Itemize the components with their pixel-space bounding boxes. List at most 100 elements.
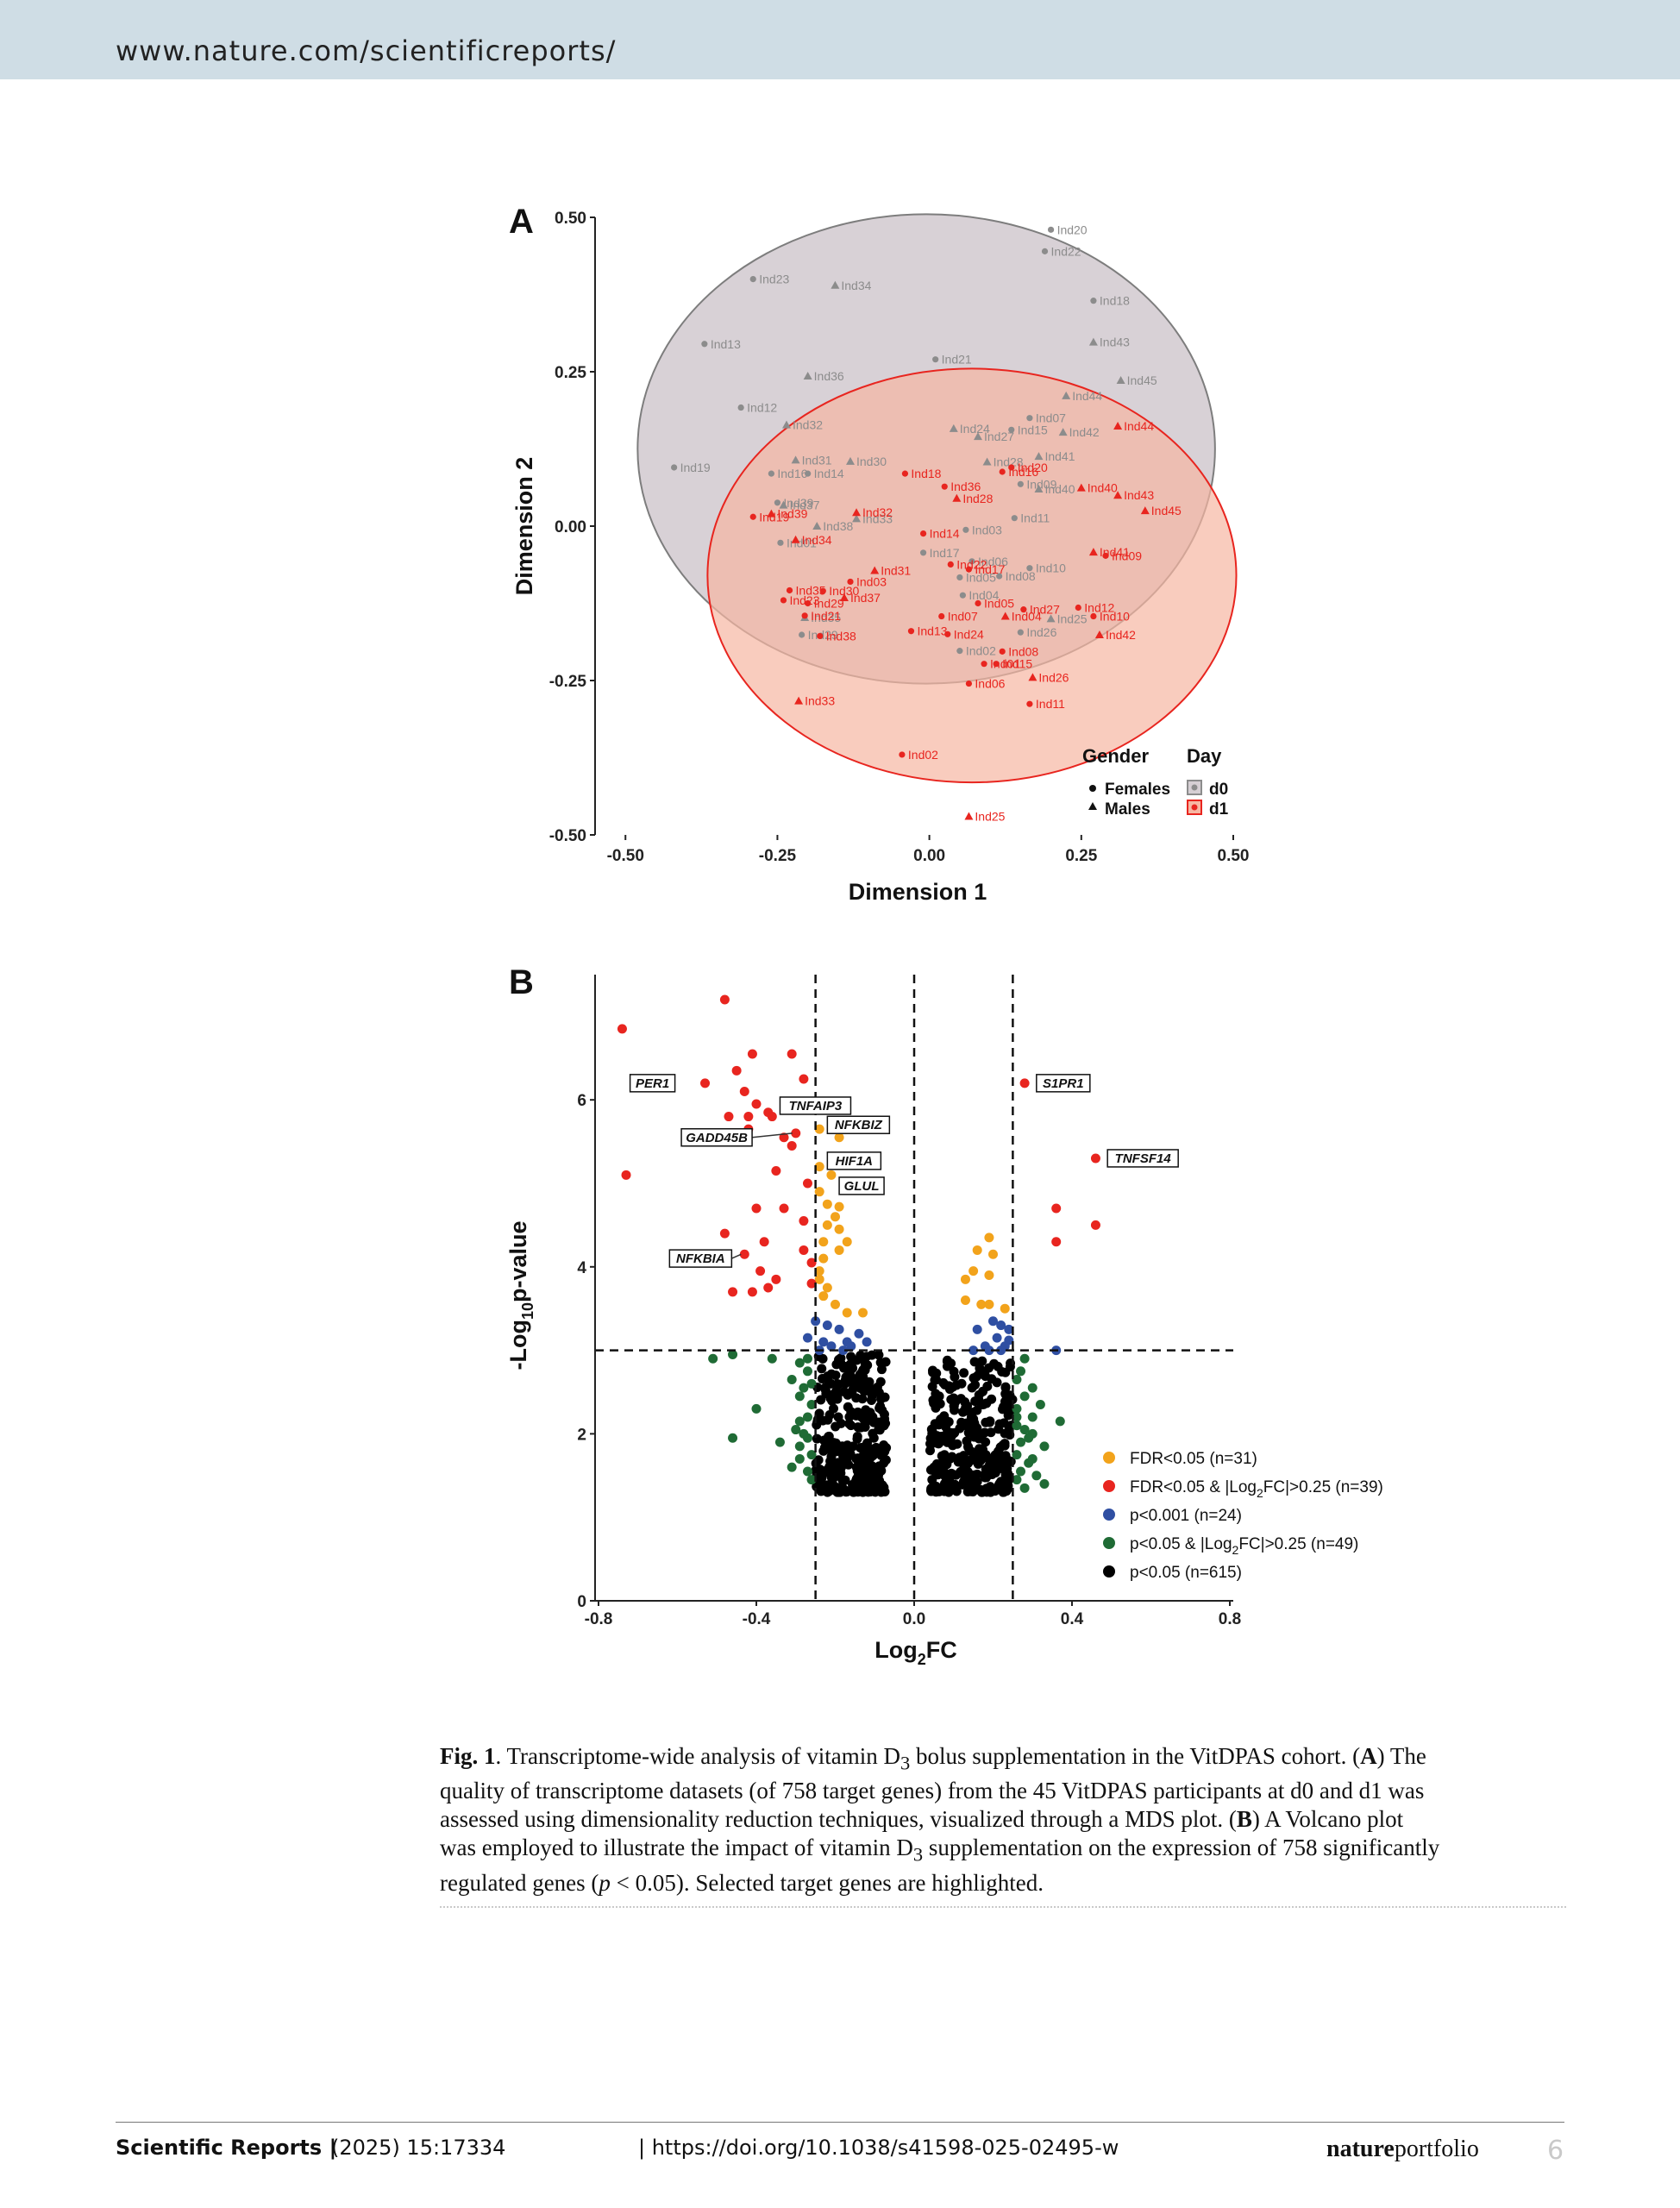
gene-leader-line <box>731 1253 742 1259</box>
point-p-lt-0.05 <box>992 1377 1002 1388</box>
point-label-d0: Ind37 <box>789 499 819 512</box>
gene-label-box <box>629 1074 676 1093</box>
journal-url[interactable]: www.nature.com/scientificreports/ <box>116 34 617 67</box>
x-axis-title: Log2FC <box>874 1637 957 1668</box>
x-tick-label: -0.4 <box>743 1610 771 1628</box>
point-colored <box>1051 1237 1062 1247</box>
ellipse-d1 <box>706 367 1238 784</box>
point-d1-Ind10 <box>1090 612 1097 620</box>
point-p-lt-0.05 <box>931 1483 942 1493</box>
point-colored <box>719 1228 730 1239</box>
point-d0-Ind08 <box>996 573 1003 580</box>
legend-marker <box>1103 1509 1115 1521</box>
nature-portfolio-logo[interactable]: natureportfolio <box>1326 2136 1479 2162</box>
point-colored <box>854 1328 864 1339</box>
point-colored <box>984 1299 994 1309</box>
point-d0-Ind10 <box>1026 565 1033 572</box>
point-label-d0: Ind06 <box>978 555 1008 568</box>
point-p-lt-0.05 <box>856 1422 866 1433</box>
point-d0-Ind31 <box>791 455 800 464</box>
point-p-lt-0.05 <box>822 1480 832 1490</box>
point-label-d1: Ind01 <box>990 657 1020 671</box>
point-colored <box>814 1187 824 1197</box>
point-p-lt-0.05 <box>941 1421 951 1432</box>
point-colored <box>708 1353 718 1364</box>
point-label-d1: Ind29 <box>814 597 844 611</box>
point-label-d0: Ind25 <box>1057 612 1088 625</box>
point-label-d0: Ind09 <box>1026 477 1056 491</box>
footer-doi-link[interactable]: | https://doi.org/10.1038/s41598-025-024… <box>638 2136 1119 2160</box>
x-tick-label: 0.4 <box>1061 1610 1084 1628</box>
y-tick-label: -0.25 <box>549 673 587 691</box>
gene-leader-line <box>751 1132 793 1138</box>
point-colored <box>802 1353 812 1364</box>
point-p-lt-0.05 <box>824 1432 834 1442</box>
y-tick-label: 2 <box>577 1426 586 1444</box>
point-label-d0: Ind12 <box>747 401 777 415</box>
point-d0-Ind02 <box>956 648 963 655</box>
point-label-d1: Ind07 <box>948 610 978 624</box>
x-tick-label: -0.8 <box>585 1610 613 1628</box>
point-colored <box>799 1074 809 1084</box>
point-label-d0: Ind16 <box>777 467 807 480</box>
page-number: 6 <box>1547 2136 1564 2166</box>
point-d0-Ind05 <box>956 574 963 581</box>
point-d1-Ind06 <box>965 680 973 687</box>
point-d1-Ind28 <box>952 493 962 502</box>
point-d1-Ind40 <box>1076 483 1086 492</box>
point-d1-Ind16 <box>999 468 1006 475</box>
point-p-lt-0.05 <box>939 1483 950 1493</box>
point-d1-Ind32 <box>852 508 862 517</box>
point-d0-Ind27 <box>974 432 982 441</box>
y-tick-label: 0 <box>577 1593 586 1611</box>
point-colored <box>984 1270 994 1280</box>
point-p-lt-0.05 <box>938 1377 949 1388</box>
point-colored <box>806 1258 817 1268</box>
point-d0-Ind15 <box>1008 426 1015 433</box>
point-colored <box>802 1412 812 1422</box>
point-p-lt-0.05 <box>965 1475 975 1485</box>
point-label-d1: Ind42 <box>1106 628 1136 642</box>
footer-journal: Scientific Reports | <box>116 2136 337 2160</box>
point-p-lt-0.05 <box>843 1445 854 1455</box>
point-colored <box>743 1112 754 1122</box>
legend-d0-dot <box>1191 784 1198 791</box>
point-p-lt-0.05 <box>863 1415 874 1426</box>
point-label-d1: Ind09 <box>1112 549 1142 562</box>
point-p-lt-0.05 <box>879 1440 889 1451</box>
point-colored <box>1016 1437 1026 1447</box>
point-colored <box>822 1320 832 1331</box>
point-d1-Ind21 <box>801 612 808 619</box>
point-colored <box>787 1140 797 1151</box>
point-colored <box>799 1428 809 1439</box>
point-p-lt-0.05 <box>956 1466 966 1477</box>
point-colored <box>751 1099 762 1109</box>
series-p-lt-0.05 <box>811 1350 1018 1497</box>
gene-label-per1: PER1 <box>636 1076 669 1091</box>
y-tick-label: 6 <box>577 1092 586 1110</box>
point-p-lt-0.05 <box>956 1378 967 1389</box>
point-colored <box>794 1453 805 1464</box>
point-d0-Ind21 <box>932 356 939 363</box>
gene-label-box <box>680 1128 753 1147</box>
point-d1-Ind35 <box>786 586 793 594</box>
point-label-d1: Ind23 <box>789 593 819 607</box>
point-p-lt-0.05 <box>858 1385 868 1396</box>
point-label-d0: Ind41 <box>1044 449 1075 463</box>
footer-divider <box>116 2122 1564 2123</box>
point-colored <box>759 1237 769 1247</box>
legend-d0-label: d0 <box>1209 781 1228 799</box>
y-axis-title: Dimension 2 <box>511 457 537 596</box>
point-colored <box>1019 1391 1030 1402</box>
point-colored <box>799 1216 809 1226</box>
point-p-lt-0.05 <box>852 1431 862 1441</box>
point-label-d1: Ind32 <box>862 505 893 519</box>
point-colored <box>1012 1475 1022 1485</box>
point-colored <box>1039 1478 1050 1489</box>
point-p-lt-0.05 <box>984 1363 994 1373</box>
point-colored <box>802 1366 812 1377</box>
point-p-lt-0.05 <box>958 1451 969 1461</box>
legend-label: FDR<0.05 & |Log2FC|>0.25 (n=39) <box>1130 1478 1383 1500</box>
point-p-lt-0.05 <box>940 1471 950 1481</box>
point-p-lt-0.05 <box>863 1487 874 1497</box>
